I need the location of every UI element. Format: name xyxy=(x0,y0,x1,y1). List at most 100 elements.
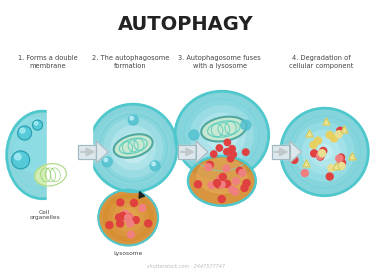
Circle shape xyxy=(117,199,124,206)
Ellipse shape xyxy=(97,111,170,185)
Circle shape xyxy=(232,188,239,195)
Circle shape xyxy=(215,181,222,188)
Ellipse shape xyxy=(35,164,66,186)
Polygon shape xyxy=(196,141,208,163)
Circle shape xyxy=(339,159,346,166)
Circle shape xyxy=(220,181,227,188)
Polygon shape xyxy=(178,145,196,159)
Circle shape xyxy=(232,178,240,185)
Circle shape xyxy=(127,220,134,227)
Text: 2. The autophagosome
formation: 2. The autophagosome formation xyxy=(92,55,169,69)
Circle shape xyxy=(224,149,230,155)
Circle shape xyxy=(20,128,25,133)
Circle shape xyxy=(336,131,342,138)
Circle shape xyxy=(224,139,231,146)
Polygon shape xyxy=(333,163,340,170)
Ellipse shape xyxy=(114,134,153,158)
Circle shape xyxy=(33,120,42,130)
Polygon shape xyxy=(272,145,290,159)
Ellipse shape xyxy=(119,133,148,163)
Circle shape xyxy=(239,169,246,176)
Ellipse shape xyxy=(103,194,153,241)
Ellipse shape xyxy=(214,128,230,142)
Circle shape xyxy=(310,141,317,148)
Circle shape xyxy=(338,163,345,170)
Circle shape xyxy=(139,204,146,211)
Ellipse shape xyxy=(98,190,158,246)
Ellipse shape xyxy=(206,120,237,150)
Polygon shape xyxy=(78,145,96,159)
Circle shape xyxy=(12,151,30,169)
Ellipse shape xyxy=(89,104,177,192)
Circle shape xyxy=(126,213,133,220)
Circle shape xyxy=(315,137,321,144)
Circle shape xyxy=(331,135,337,142)
Polygon shape xyxy=(303,160,310,167)
Circle shape xyxy=(124,213,131,220)
Circle shape xyxy=(132,217,139,223)
Text: shutterstock.com · 2447577747: shutterstock.com · 2447577747 xyxy=(147,264,225,269)
Circle shape xyxy=(318,150,326,157)
Ellipse shape xyxy=(201,117,247,141)
Circle shape xyxy=(311,150,318,157)
Polygon shape xyxy=(290,141,302,163)
Circle shape xyxy=(152,162,155,166)
Text: 1. Forms a double
membrane: 1. Forms a double membrane xyxy=(17,55,77,69)
Circle shape xyxy=(206,161,214,168)
Circle shape xyxy=(102,157,112,167)
Circle shape xyxy=(211,151,217,157)
Circle shape xyxy=(189,130,199,140)
Polygon shape xyxy=(96,141,108,163)
Circle shape xyxy=(224,180,231,187)
Ellipse shape xyxy=(295,123,354,181)
Circle shape xyxy=(104,158,108,162)
Ellipse shape xyxy=(197,158,247,193)
Ellipse shape xyxy=(111,126,155,170)
Circle shape xyxy=(205,164,212,171)
Polygon shape xyxy=(51,105,92,205)
Circle shape xyxy=(116,214,122,221)
Circle shape xyxy=(338,154,344,161)
Text: 4. Degradation of
cellular component: 4. Degradation of cellular component xyxy=(289,55,354,69)
Circle shape xyxy=(17,126,32,140)
Circle shape xyxy=(318,150,325,157)
Ellipse shape xyxy=(108,199,148,236)
Circle shape xyxy=(217,175,224,182)
Ellipse shape xyxy=(183,99,261,172)
Circle shape xyxy=(125,214,132,221)
Circle shape xyxy=(122,211,129,217)
Circle shape xyxy=(214,180,221,186)
Circle shape xyxy=(243,149,249,155)
Circle shape xyxy=(241,185,248,191)
Text: Lysosome: Lysosome xyxy=(113,251,143,256)
Circle shape xyxy=(130,116,134,120)
Circle shape xyxy=(326,131,333,138)
Circle shape xyxy=(326,173,333,180)
Ellipse shape xyxy=(190,106,253,164)
Text: AUTOPHAGY: AUTOPHAGY xyxy=(118,15,254,34)
Circle shape xyxy=(291,156,298,163)
Circle shape xyxy=(150,161,160,171)
Polygon shape xyxy=(306,130,313,137)
Circle shape xyxy=(241,120,251,130)
Circle shape xyxy=(223,165,230,172)
Ellipse shape xyxy=(113,204,143,232)
Circle shape xyxy=(236,167,243,174)
Ellipse shape xyxy=(104,119,163,177)
Text: 3. Autophagosome fuses
with a lysosome: 3. Autophagosome fuses with a lysosome xyxy=(179,55,261,69)
Polygon shape xyxy=(349,153,356,160)
Circle shape xyxy=(317,152,323,159)
Circle shape xyxy=(124,214,131,221)
Circle shape xyxy=(227,155,234,162)
Ellipse shape xyxy=(302,130,346,174)
Ellipse shape xyxy=(126,141,141,155)
Ellipse shape xyxy=(123,213,133,222)
Ellipse shape xyxy=(175,91,269,179)
Ellipse shape xyxy=(7,111,78,199)
Ellipse shape xyxy=(198,113,245,157)
Circle shape xyxy=(219,174,226,181)
Circle shape xyxy=(125,214,132,221)
Circle shape xyxy=(119,212,126,219)
Circle shape xyxy=(337,127,344,134)
Circle shape xyxy=(106,221,113,228)
